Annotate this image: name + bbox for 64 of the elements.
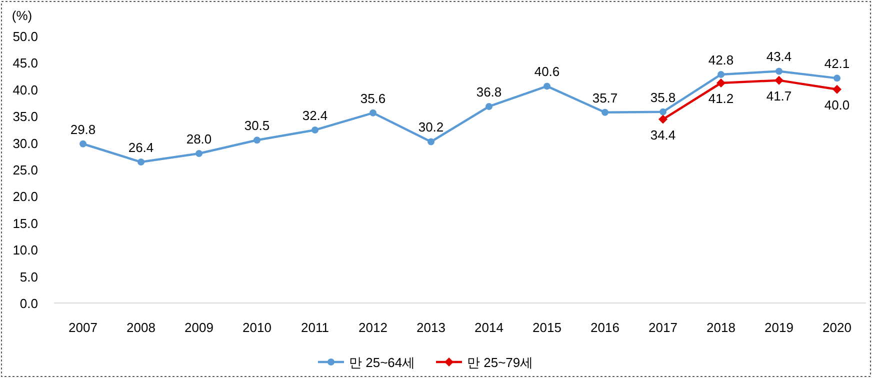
- x-tick-label: 2020: [822, 320, 852, 335]
- y-tick-label: 20.0: [12, 189, 38, 204]
- data-label: 43.4: [766, 49, 792, 64]
- point: [254, 136, 260, 144]
- x-tick-label: 2019: [764, 320, 794, 335]
- x-tick-label: 2018: [706, 320, 736, 335]
- data-label: 36.8: [476, 84, 502, 100]
- x-tick-label: 2015: [532, 320, 562, 335]
- point: [660, 108, 666, 116]
- x-tick-label: 2012: [358, 320, 388, 335]
- y-tick-label: 45.0: [12, 56, 38, 71]
- y-tick-label: 40.0: [12, 82, 38, 98]
- y-tick-label: 15.0: [12, 216, 38, 231]
- point: [138, 158, 144, 166]
- x-tick-label: 2010: [242, 320, 272, 335]
- point: [80, 140, 86, 148]
- x-tick-label: 2014: [474, 320, 504, 335]
- x-tick-label: 2011: [301, 320, 329, 335]
- y-tick-label: 10.0: [12, 242, 38, 258]
- y-tick-label: 5.0: [20, 269, 38, 284]
- data-label: 30.2: [418, 120, 444, 135]
- y-axis-title: (%): [12, 8, 32, 23]
- data-label: 26.4: [128, 140, 154, 156]
- data-label: 29.8: [70, 122, 96, 137]
- point: [196, 150, 202, 157]
- x-tick-label: 2009: [184, 320, 214, 335]
- point: [832, 84, 842, 94]
- point: [486, 102, 492, 110]
- data-label: 32.4: [302, 108, 328, 123]
- x-tick-label: 2013: [416, 320, 446, 335]
- data-label: 35.6: [360, 90, 386, 106]
- data-label: 35.8: [650, 90, 676, 105]
- point: [774, 76, 784, 85]
- data-label: 42.8: [708, 52, 734, 68]
- point: [776, 68, 782, 75]
- data-label: 35.7: [592, 90, 618, 106]
- y-tick-label: 50.0: [12, 29, 38, 44]
- point: [544, 82, 550, 90]
- data-label: 41.7: [766, 88, 792, 104]
- data-label: 40.0: [824, 97, 850, 112]
- point: [658, 114, 668, 124]
- y-tick-label: 0.0: [20, 296, 38, 311]
- y-tick-label: 30.0: [12, 136, 38, 151]
- x-tick-label: 2016: [590, 320, 620, 335]
- x-tick-label: 2017: [648, 320, 678, 335]
- point: [370, 109, 376, 116]
- data-label: 28.0: [186, 131, 212, 146]
- point: [428, 138, 434, 146]
- point: [716, 78, 726, 88]
- point: [718, 70, 724, 78]
- data-label: 42.1: [824, 56, 850, 72]
- point: [312, 126, 318, 134]
- point: [602, 108, 608, 116]
- legend-label: 만 25~64세: [349, 355, 416, 370]
- x-tick-label: 2007: [68, 320, 98, 335]
- data-label: 41.2: [708, 90, 734, 106]
- point: [834, 74, 840, 82]
- data-label: 34.4: [650, 127, 676, 142]
- y-tick-label: 25.0: [12, 162, 38, 178]
- x-tick-label: 2008: [126, 320, 156, 335]
- legend-label: 만 25~79세: [467, 355, 534, 370]
- data-label: 40.6: [534, 64, 560, 80]
- y-tick-label: 35.0: [12, 109, 38, 124]
- data-label: 30.5: [244, 118, 270, 134]
